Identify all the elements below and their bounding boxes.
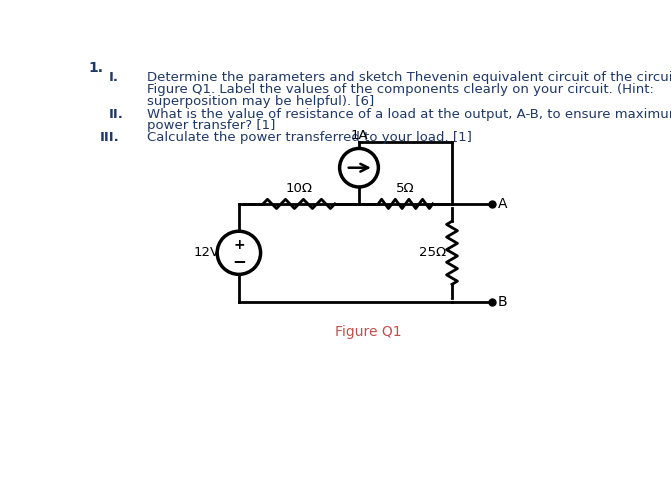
Text: Calculate the power transferred to your load. [1]: Calculate the power transferred to your … (148, 131, 472, 144)
Text: 25Ω: 25Ω (419, 246, 447, 259)
Text: 1.: 1. (89, 60, 103, 75)
Text: +: + (233, 238, 245, 252)
Text: III.: III. (99, 131, 119, 144)
Text: A: A (498, 197, 507, 211)
Text: 10Ω: 10Ω (285, 181, 313, 195)
Text: superposition may be helpful). [6]: superposition may be helpful). [6] (148, 95, 374, 108)
Text: 1A: 1A (350, 129, 368, 142)
Text: I.: I. (109, 72, 119, 84)
Text: 12V: 12V (193, 246, 219, 259)
Text: Figure Q1: Figure Q1 (336, 325, 402, 339)
Text: 5Ω: 5Ω (396, 181, 415, 195)
Text: B: B (498, 295, 507, 309)
Text: power transfer? [1]: power transfer? [1] (148, 119, 276, 132)
Text: What is the value of resistance of a load at the output, A-B, to ensure maximum: What is the value of resistance of a loa… (148, 108, 671, 120)
Text: Determine the parameters and sketch Thevenin equivalent circuit of the circuit i: Determine the parameters and sketch Thev… (148, 72, 671, 84)
Text: II.: II. (109, 108, 123, 120)
Text: −: − (232, 252, 246, 270)
Text: Figure Q1. Label the values of the components clearly on your circuit. (Hint:: Figure Q1. Label the values of the compo… (148, 83, 654, 96)
